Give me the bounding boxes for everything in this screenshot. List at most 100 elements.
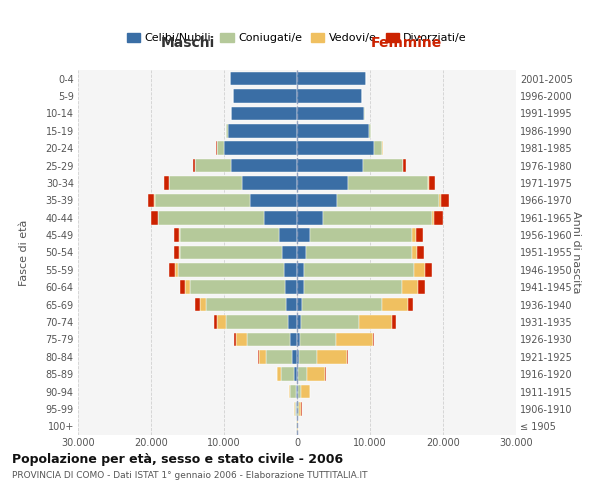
Bar: [250, 194, 297, 207]
Bar: [382, 298, 408, 312]
Bar: [169, 263, 175, 276]
Bar: [297, 263, 304, 276]
Bar: [432, 211, 434, 224]
Bar: [317, 350, 347, 364]
Bar: [206, 298, 286, 312]
Bar: [281, 368, 294, 381]
Bar: [226, 124, 227, 138]
Bar: [297, 368, 298, 381]
Text: Anni di nascita: Anni di nascita: [571, 211, 581, 294]
Bar: [441, 194, 449, 207]
Bar: [429, 176, 435, 190]
Bar: [284, 280, 297, 294]
Bar: [373, 332, 374, 346]
Text: Femmine: Femmine: [371, 36, 442, 50]
Bar: [414, 263, 425, 276]
Bar: [392, 315, 396, 329]
Bar: [290, 385, 296, 398]
Bar: [185, 280, 190, 294]
Bar: [283, 246, 297, 260]
Bar: [403, 159, 406, 172]
Bar: [175, 263, 178, 276]
Bar: [337, 332, 373, 346]
Bar: [284, 263, 297, 276]
Bar: [164, 176, 169, 190]
Bar: [297, 90, 362, 103]
Bar: [298, 385, 301, 398]
Bar: [425, 263, 432, 276]
Bar: [290, 332, 297, 346]
Bar: [180, 228, 279, 242]
Bar: [214, 315, 217, 329]
Bar: [302, 298, 382, 312]
Bar: [217, 315, 226, 329]
Bar: [374, 142, 382, 155]
Bar: [175, 228, 179, 242]
Bar: [297, 194, 337, 207]
Bar: [294, 368, 297, 381]
Bar: [434, 211, 443, 224]
Bar: [200, 298, 206, 312]
Bar: [224, 142, 297, 155]
Bar: [304, 280, 402, 294]
Bar: [295, 402, 296, 415]
Bar: [298, 368, 307, 381]
Bar: [286, 298, 297, 312]
Bar: [292, 350, 297, 364]
Bar: [297, 142, 374, 155]
Bar: [155, 194, 250, 207]
Bar: [259, 350, 266, 364]
Bar: [288, 315, 297, 329]
Bar: [178, 263, 284, 276]
Bar: [190, 280, 284, 294]
Bar: [359, 315, 392, 329]
Bar: [195, 159, 232, 172]
Bar: [297, 72, 365, 86]
Text: Maschi: Maschi: [160, 36, 215, 50]
Bar: [412, 228, 416, 242]
Bar: [297, 280, 304, 294]
Bar: [148, 194, 154, 207]
Bar: [297, 298, 302, 312]
Text: Popolazione per età, sesso e stato civile - 2006: Popolazione per età, sesso e stato civil…: [12, 452, 343, 466]
Bar: [236, 332, 247, 346]
Bar: [300, 332, 337, 346]
Bar: [297, 315, 301, 329]
Bar: [428, 176, 429, 190]
Bar: [297, 124, 368, 138]
Bar: [301, 315, 359, 329]
Bar: [412, 246, 418, 260]
Bar: [368, 124, 371, 138]
Bar: [232, 159, 297, 172]
Bar: [195, 298, 200, 312]
Legend: Celibi/Nubili, Coniugati/e, Vedovi/e, Divorziati/e: Celibi/Nubili, Coniugati/e, Vedovi/e, Di…: [122, 28, 472, 48]
Bar: [297, 332, 300, 346]
Bar: [216, 142, 217, 155]
Bar: [298, 402, 299, 415]
Bar: [179, 246, 180, 260]
Text: PROVINCIA DI COMO - Dati ISTAT 1° gennaio 2006 - Elaborazione TUTTITALIA.IT: PROVINCIA DI COMO - Dati ISTAT 1° gennai…: [12, 470, 367, 480]
Bar: [418, 246, 424, 260]
Bar: [363, 159, 403, 172]
Bar: [418, 280, 425, 294]
Bar: [297, 246, 306, 260]
Bar: [179, 228, 180, 242]
Bar: [439, 194, 441, 207]
Bar: [297, 385, 298, 398]
Bar: [173, 246, 179, 260]
Bar: [289, 385, 290, 398]
Bar: [227, 124, 297, 138]
Bar: [297, 106, 364, 120]
Bar: [408, 298, 413, 312]
Bar: [299, 350, 317, 364]
Bar: [232, 106, 297, 120]
Bar: [233, 90, 297, 103]
Bar: [297, 350, 299, 364]
Bar: [297, 176, 348, 190]
Bar: [296, 385, 297, 398]
Bar: [180, 280, 185, 294]
Bar: [279, 228, 297, 242]
Bar: [277, 368, 281, 381]
Bar: [264, 211, 297, 224]
Bar: [234, 332, 236, 346]
